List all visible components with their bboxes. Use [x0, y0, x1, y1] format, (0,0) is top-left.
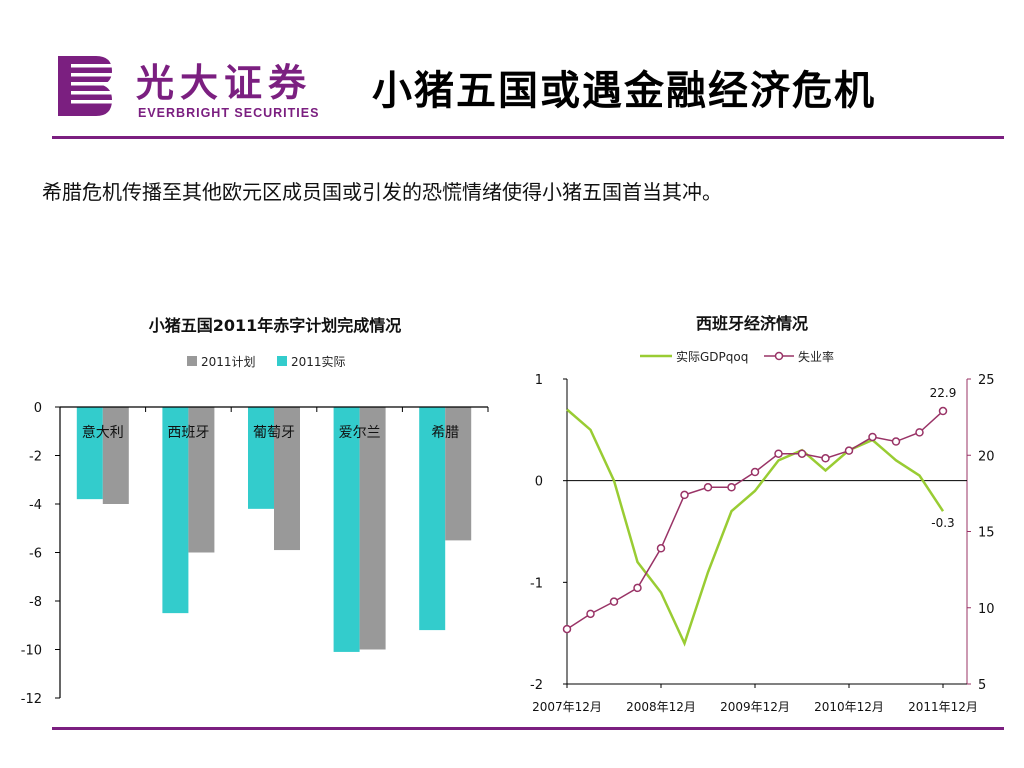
- legend-label-plan: 2011计划: [201, 355, 256, 369]
- unemployment-point-15: [915, 428, 924, 437]
- chart2-left-tick-label-0: 1: [535, 373, 543, 388]
- unemployment-point-10: [797, 449, 807, 458]
- bar-plan-0: [102, 407, 129, 504]
- bar-actual-2: [248, 407, 274, 509]
- chart2-right-tick-label-3: 10: [978, 602, 995, 617]
- legend-label-actual: 2011实际: [291, 354, 346, 369]
- chart2-left-tick-label-2: -1: [530, 576, 543, 591]
- slide-header: 光大证券 EVERBRIGHT SECURITIES 小猪五国或遇金融经济危机: [0, 0, 1024, 140]
- chart2-x-tick-label-0: 2007年12月: [532, 700, 602, 714]
- chart1-y-tick-label-0: 0: [34, 401, 42, 416]
- chart2-left-tick-label-1: 0: [535, 475, 543, 490]
- bar-plan-2: [274, 407, 300, 551]
- chart1-y-tick-label-4: -8: [29, 595, 42, 610]
- logo-chinese-text: 光大证券: [136, 60, 313, 105]
- top-divider: [52, 136, 1004, 139]
- bar-plan-4: [445, 407, 472, 541]
- chart2-x-tick-label-3: 2010年12月: [814, 700, 884, 714]
- category-label-2: 葡萄牙: [253, 425, 295, 441]
- chart2-title: 西班牙经济情况: [696, 314, 808, 333]
- legend-label-gdp: 实际GDPqoq: [676, 349, 748, 364]
- category-label-1: 西班牙: [167, 425, 209, 441]
- chart2-left-tick-label-3: -2: [530, 678, 543, 693]
- unemployment-point-16: [938, 406, 948, 416]
- unemployment-point-0: [562, 624, 572, 634]
- chart2-right-tick-label-0: 25: [978, 373, 995, 388]
- legend-swatch-plan: [187, 356, 197, 366]
- chart2-right-tick-label-4: 5: [978, 678, 986, 693]
- unemployment-point-9: [774, 449, 783, 458]
- category-label-3: 爱尔兰: [339, 425, 381, 441]
- everbright-logo-icon: [58, 56, 112, 116]
- bottom-divider: [52, 727, 1004, 730]
- chart1-y-tick-label-2: -4: [29, 498, 42, 513]
- bar-actual-1: [162, 407, 189, 614]
- slide-subtitle: 希腊危机传播至其他欧元区成员国或引发的恐慌情绪使得小猪五国首当其冲。: [42, 180, 722, 204]
- chart1-title: 小猪五国2011年赤字计划完成情况: [149, 316, 402, 335]
- series-line-gdp: [566, 408, 945, 647]
- slide-title: 小猪五国或遇金融经济危机: [372, 67, 876, 114]
- chart2-right-tick-label-1: 20: [978, 449, 995, 464]
- unemployment-point-6: [703, 483, 713, 492]
- unemployment-point-7: [727, 483, 736, 492]
- unemployment-point-1: [586, 609, 595, 619]
- bar-actual-0: [76, 407, 103, 500]
- chart2-x-tick-label-4: 2011年12月: [908, 700, 978, 714]
- bar-actual-3: [333, 407, 360, 652]
- unemployment-point-4: [656, 544, 666, 553]
- chart2-right-tick-label-2: 15: [978, 526, 995, 541]
- unemployment-point-8: [750, 467, 760, 477]
- category-label-4: 希腊: [431, 425, 459, 441]
- legend-label-unemployment: 失业率: [798, 349, 834, 364]
- spain-economy-line-chart: 西班牙经济情况 实际GDPqoq 失业率 10-1-22520151052007…: [530, 314, 995, 714]
- chart2-x-tick-label-1: 2008年12月: [626, 700, 696, 714]
- unemployment-point-11: [821, 454, 830, 463]
- chart2-x-tick-label-2: 2009年12月: [720, 700, 790, 714]
- unemployment-point-12: [844, 446, 854, 455]
- deficit-bar-chart: 小猪五国2011年赤字计划完成情况 2011计划 2011实际 0 -2 -4 -6 -…: [21, 316, 489, 707]
- unemployment-point-3: [633, 583, 642, 593]
- legend-marker-unemployment: [774, 351, 784, 361]
- chart1-y-tick-label-3: -6: [29, 547, 42, 562]
- chart1-legend: 2011计划 2011实际: [187, 354, 346, 369]
- series-line-unemployment: [566, 410, 944, 630]
- bar-plan-1: [188, 407, 215, 553]
- bar-actual-4: [419, 407, 446, 631]
- chart2-legend: 实际GDPqoq 失业率: [640, 349, 834, 364]
- category-label-0: 意大利: [82, 424, 124, 441]
- annotation-gdp-last: -0.3: [931, 516, 954, 530]
- unemployment-point-13: [868, 432, 877, 442]
- chart1-y-tick-label-1: -2: [29, 450, 42, 465]
- unemployment-point-2: [609, 597, 619, 606]
- unemployment-point-5: [680, 490, 689, 500]
- chart1-y-tick-label-6: -12: [21, 692, 42, 707]
- chart1-y-tick-label-5: -10: [21, 644, 42, 659]
- legend-swatch-actual: [277, 356, 287, 366]
- annotation-unemployment-last: 22.9: [930, 386, 957, 400]
- logo-english-text: EVERBRIGHT SECURITIES: [138, 106, 320, 120]
- bar-plan-3: [359, 407, 386, 650]
- unemployment-point-14: [891, 437, 901, 446]
